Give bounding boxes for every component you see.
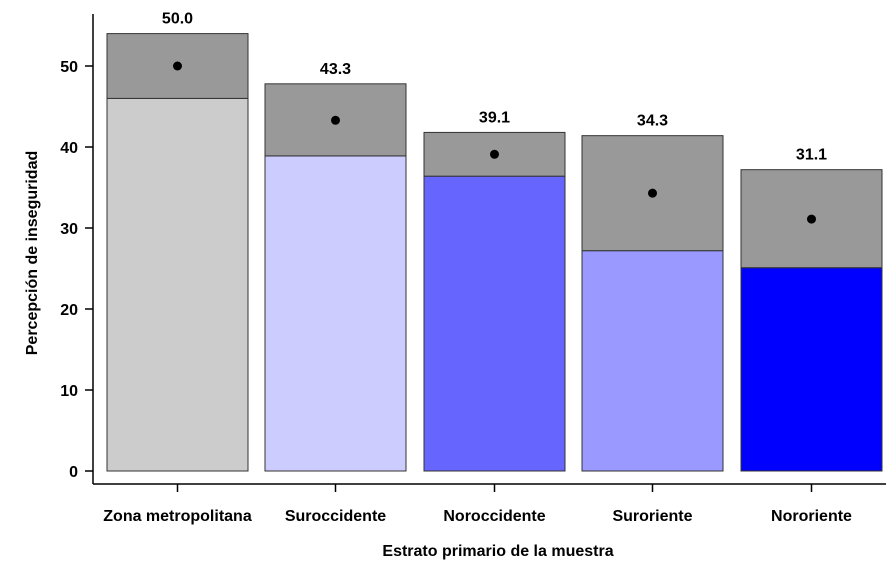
bar <box>423 175 566 472</box>
y-tick-label: 0 <box>69 464 78 481</box>
y-tick-label: 50 <box>60 59 78 76</box>
point-estimate <box>331 115 340 125</box>
y-tick-label: 20 <box>60 302 78 319</box>
bars-group: 50.0 43.3 39.1 34.3 31.1 <box>106 11 883 472</box>
bar <box>264 155 407 472</box>
point-estimate <box>648 188 657 198</box>
bar <box>581 250 724 472</box>
x-tick-label: Zona metropolitana <box>103 508 252 525</box>
x-tick-label: Noroccidente <box>443 508 545 525</box>
data-label: 50.0 <box>162 11 193 28</box>
axes-group <box>92 14 886 485</box>
ticks-group: 0 10 20 30 40 50 Zona metropolitana Suroccident… <box>60 59 852 525</box>
point-estimate <box>173 61 182 71</box>
data-label: 43.3 <box>320 61 351 78</box>
x-tick-label: Suroccidente <box>285 508 386 525</box>
data-label: 31.1 <box>796 147 827 164</box>
y-axis-title: Percepción de inseguridad <box>24 151 41 356</box>
x-axis-title: Estrato primario de la muestra <box>382 543 613 560</box>
point-estimate <box>807 214 816 224</box>
data-label: 34.3 <box>637 113 668 130</box>
y-tick-label: 10 <box>60 383 78 400</box>
data-label: 39.1 <box>479 109 510 126</box>
x-tick-label: Nororiente <box>771 508 852 525</box>
bar <box>106 97 249 472</box>
y-tick-label: 40 <box>60 140 78 157</box>
y-tick-label: 30 <box>60 221 78 238</box>
x-tick-label: Suroriente <box>612 508 692 525</box>
point-estimate <box>490 149 499 159</box>
bar <box>740 267 883 472</box>
